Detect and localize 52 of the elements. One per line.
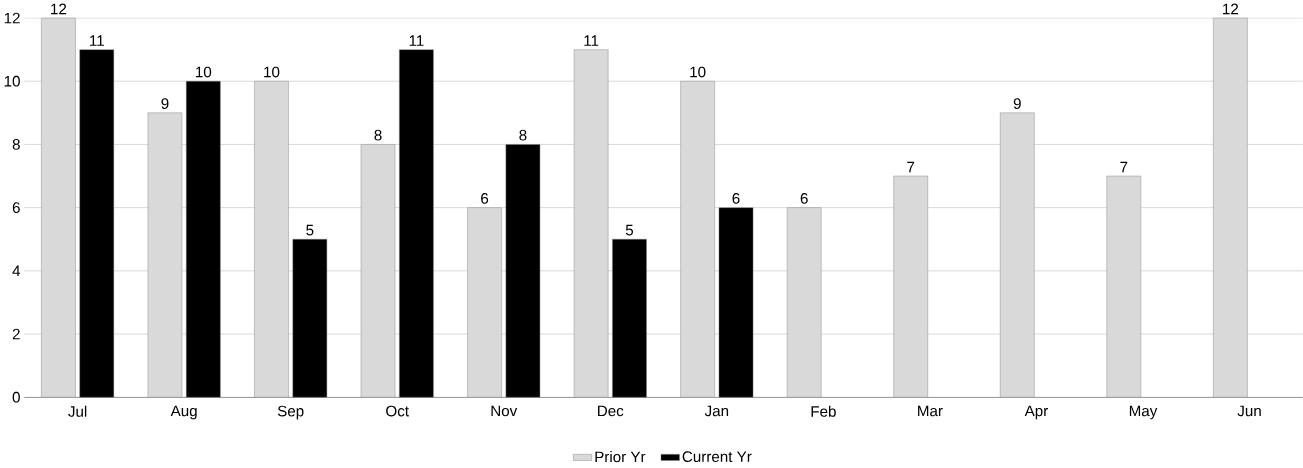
- x-tick-label: Apr: [1024, 405, 1048, 420]
- data-label: 12: [51, 3, 67, 15]
- bar: [360, 144, 396, 398]
- bar: [1000, 112, 1035, 398]
- x-tick-label: Jan: [704, 405, 729, 417]
- data-label: 11: [90, 35, 104, 46]
- y-tick-label: 6: [12, 202, 20, 213]
- data-label: 10: [196, 66, 212, 78]
- x-tick-label: Feb: [811, 405, 836, 417]
- data-label: 5: [625, 224, 634, 236]
- data-label: 7: [907, 161, 915, 173]
- bar: [786, 207, 822, 398]
- x-tick-label: Oct: [386, 405, 409, 417]
- data-label: 11: [584, 35, 599, 46]
- bar: [893, 175, 928, 398]
- data-label: 12: [1223, 3, 1239, 15]
- bar: [467, 207, 502, 398]
- y-tick-label: 12: [4, 12, 20, 24]
- data-label: 10: [690, 66, 706, 78]
- bar: [41, 17, 76, 398]
- y-tick-label: 4: [12, 265, 21, 277]
- data-label: 8: [374, 129, 382, 141]
- bar: [147, 112, 183, 398]
- y-tick-label: 2: [12, 328, 20, 340]
- data-label: 10: [264, 66, 280, 78]
- x-tick-label: Aug: [170, 405, 197, 420]
- bar: [573, 49, 609, 398]
- data-label: 6: [800, 193, 808, 204]
- bar: [680, 80, 715, 398]
- data-label: 8: [519, 129, 527, 141]
- x-tick-label: Jul: [68, 405, 87, 417]
- bar: [1106, 175, 1142, 398]
- legend-label: Current Yr: [682, 451, 752, 463]
- legend-label: Prior Yr: [595, 451, 646, 463]
- data-label: 11: [409, 35, 424, 46]
- y-tick-label: 10: [4, 75, 20, 87]
- x-tick-label: Jun: [1237, 405, 1261, 417]
- x-tick-label: Dec: [598, 405, 624, 417]
- data-label: 6: [481, 193, 489, 204]
- data-label: 6: [732, 193, 740, 204]
- data-label: 7: [1120, 161, 1128, 173]
- bar: [254, 80, 289, 398]
- y-tick-label: 8: [12, 139, 20, 150]
- data-label: 5: [306, 224, 314, 236]
- data-label: 9: [161, 98, 169, 109]
- x-tick-label: May: [1129, 405, 1158, 420]
- x-tick-label: Nov: [491, 405, 518, 417]
- x-tick-label: Sep: [277, 405, 304, 420]
- x-tick-label: Mar: [918, 405, 943, 417]
- data-label: 9: [1013, 98, 1021, 109]
- bar: [1213, 17, 1248, 398]
- y-tick-label: 0: [12, 391, 20, 403]
